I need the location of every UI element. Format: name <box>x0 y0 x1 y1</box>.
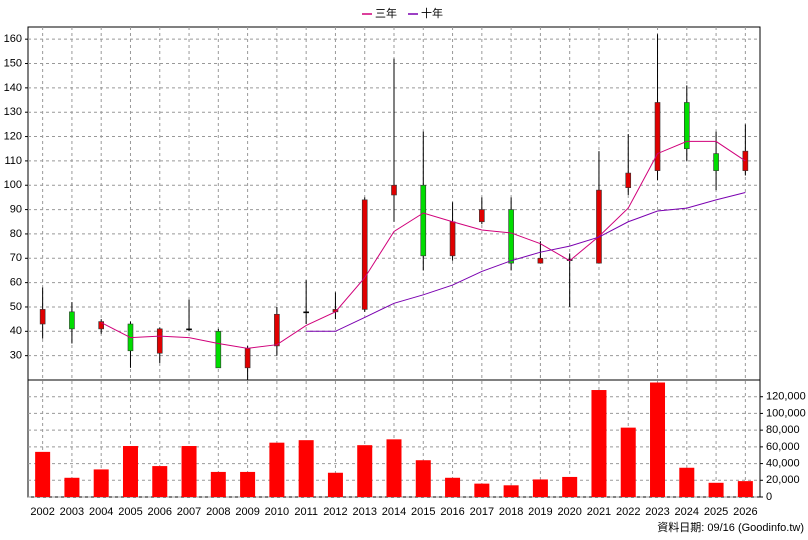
y-tick-label: 70 <box>10 252 22 264</box>
y-tick-label: 100 <box>4 179 22 191</box>
volume-bar <box>708 482 724 497</box>
volume-bar <box>474 483 490 497</box>
x-tick-label: 2015 <box>411 506 435 518</box>
candle-body <box>420 184 427 257</box>
y-tick-label: 30 <box>10 350 22 362</box>
volume-bar <box>181 446 197 497</box>
y-tick-label: 160 <box>4 33 22 45</box>
x-tick-label: 2023 <box>645 506 669 518</box>
candle-body <box>537 257 544 264</box>
volume-bar <box>93 469 109 497</box>
volume-bar <box>210 471 226 497</box>
volume-bar <box>240 471 256 497</box>
volume-bar <box>562 476 578 497</box>
candle-body <box>186 328 192 331</box>
y-tick-label: 120 <box>4 130 22 142</box>
x-tick-label: 2004 <box>89 506 113 518</box>
x-tick-label: 2006 <box>148 506 172 518</box>
x-tick-label: 2021 <box>587 506 611 518</box>
candle-body <box>391 184 397 196</box>
x-tick-label: 2011 <box>294 506 318 518</box>
x-tick-label: 2008 <box>206 506 230 518</box>
volume-bar <box>152 466 168 497</box>
y-tick-label: 150 <box>4 57 22 69</box>
y2-tick-label: 20,000 <box>766 474 800 486</box>
volume-bar <box>532 479 548 497</box>
x-tick-label: 2017 <box>470 506 494 518</box>
volume-bar <box>64 477 80 497</box>
x-tick-label: 2010 <box>265 506 289 518</box>
y-tick-label: 40 <box>10 325 22 337</box>
candle-body <box>361 199 368 310</box>
x-tick-label: 2018 <box>499 506 523 518</box>
volume-bar <box>269 442 285 497</box>
candle-body <box>39 309 46 325</box>
volume-bar <box>503 485 519 497</box>
volume-bar <box>298 440 314 497</box>
candle-body <box>625 172 632 188</box>
y-tick-label: 90 <box>10 203 22 215</box>
y2-tick-label: 40,000 <box>766 457 800 469</box>
ma-line <box>306 192 746 332</box>
volume-bar <box>327 472 343 497</box>
volume-bar <box>737 481 753 497</box>
y-tick-label: 60 <box>10 277 22 289</box>
candle-body <box>449 221 456 257</box>
volume-bar <box>415 460 431 497</box>
x-tick-label: 2024 <box>675 506 699 518</box>
y-tick-label: 140 <box>4 82 22 94</box>
candle-body <box>274 313 280 347</box>
y2-tick-label: 0 <box>766 491 772 503</box>
candle-body <box>69 311 75 330</box>
y-tick-label: 80 <box>10 228 22 240</box>
x-tick-label: 2026 <box>733 506 757 518</box>
x-tick-label: 2019 <box>528 506 552 518</box>
x-tick-label: 2013 <box>352 506 376 518</box>
candle-body <box>244 348 251 369</box>
volume-bar <box>357 445 373 497</box>
candle-body <box>303 311 309 314</box>
y-tick-label: 130 <box>4 106 22 118</box>
ma-line <box>100 140 746 349</box>
y2-tick-label: 60,000 <box>766 441 800 453</box>
volume-bar <box>620 427 636 497</box>
y2-tick-label: 80,000 <box>766 424 800 436</box>
volume-bar <box>650 382 666 497</box>
x-tick-label: 2003 <box>60 506 84 518</box>
volume-bar <box>122 446 138 497</box>
y2-tick-label: 100,000 <box>766 407 806 419</box>
volume-bar <box>445 477 461 497</box>
legend-label: 十年 <box>421 6 443 20</box>
candle-body <box>215 331 222 369</box>
volume-bar <box>386 439 402 497</box>
volume-bar <box>35 451 51 497</box>
y-tick-label: 110 <box>4 155 22 167</box>
x-tick-label: 2007 <box>177 506 201 518</box>
candle-body <box>479 209 485 223</box>
candle-body <box>156 328 163 354</box>
x-tick-label: 2005 <box>118 506 142 518</box>
candle-body <box>683 102 690 150</box>
candle-body <box>654 102 661 171</box>
candle-body <box>596 189 602 264</box>
volume-bar <box>591 390 607 497</box>
candle-body <box>713 153 719 171</box>
y2-tick-label: 120,000 <box>766 391 806 403</box>
x-tick-label: 2016 <box>440 506 464 518</box>
x-tick-label: 2014 <box>382 506 406 518</box>
x-tick-label: 2009 <box>235 506 259 518</box>
footnote: 資料日期: 09/16 (Goodinfo.tw) <box>657 520 804 534</box>
x-tick-label: 2020 <box>557 506 581 518</box>
candle-body <box>508 209 514 264</box>
legend-label: 三年 <box>375 6 397 20</box>
x-tick-label: 2012 <box>323 506 347 518</box>
candle-body <box>98 321 104 330</box>
x-tick-label: 2025 <box>704 506 728 518</box>
x-tick-label: 2002 <box>30 506 54 518</box>
x-tick-label: 2022 <box>616 506 640 518</box>
volume-bar <box>679 467 695 497</box>
y-tick-label: 50 <box>10 301 22 313</box>
